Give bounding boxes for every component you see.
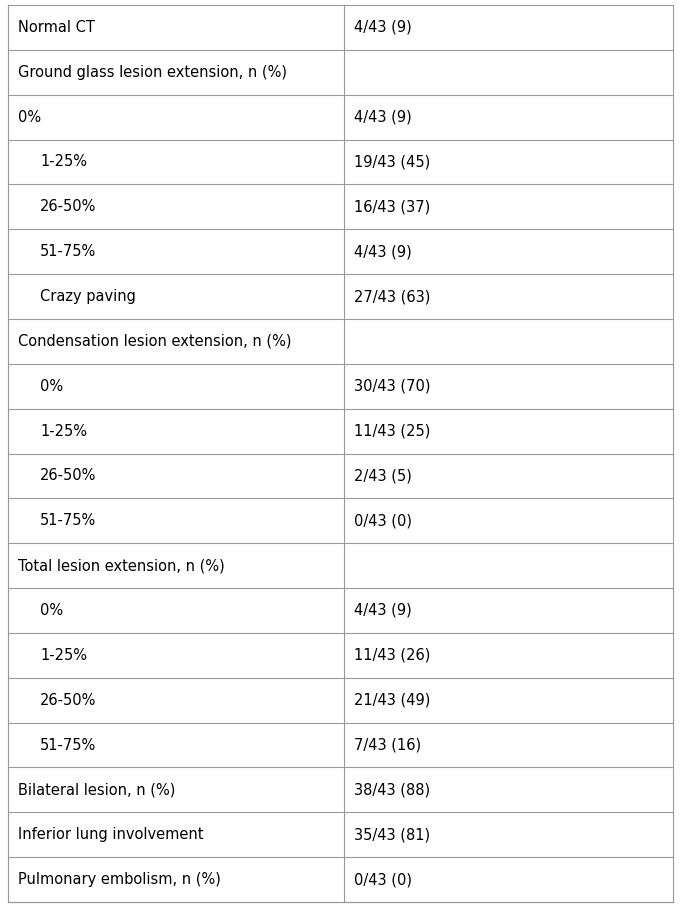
Text: 51-75%: 51-75%	[40, 513, 96, 528]
Text: 0%: 0%	[40, 603, 63, 618]
Text: 35/43 (81): 35/43 (81)	[354, 827, 430, 843]
Text: Ground glass lesion extension, n (%): Ground glass lesion extension, n (%)	[18, 64, 287, 80]
Text: Inferior lung involvement: Inferior lung involvement	[18, 827, 204, 843]
Text: 0%: 0%	[18, 110, 41, 124]
Text: 16/43 (37): 16/43 (37)	[354, 200, 430, 214]
Text: 0/43 (0): 0/43 (0)	[354, 872, 412, 887]
Text: Pulmonary embolism, n (%): Pulmonary embolism, n (%)	[18, 872, 221, 887]
Text: 26-50%: 26-50%	[40, 468, 97, 483]
Text: Crazy paving: Crazy paving	[40, 289, 136, 304]
Text: 2/43 (5): 2/43 (5)	[354, 468, 412, 483]
Text: 0/43 (0): 0/43 (0)	[354, 513, 412, 528]
Text: 38/43 (88): 38/43 (88)	[354, 783, 430, 797]
Text: Condensation lesion extension, n (%): Condensation lesion extension, n (%)	[18, 334, 291, 349]
Text: 11/43 (26): 11/43 (26)	[354, 648, 430, 663]
Text: 4/43 (9): 4/43 (9)	[354, 244, 412, 259]
Text: 21/43 (49): 21/43 (49)	[354, 693, 430, 707]
Text: 4/43 (9): 4/43 (9)	[354, 20, 412, 35]
Text: 4/43 (9): 4/43 (9)	[354, 603, 412, 618]
Text: 4/43 (9): 4/43 (9)	[354, 110, 412, 124]
Text: 26-50%: 26-50%	[40, 693, 97, 707]
Text: 51-75%: 51-75%	[40, 737, 96, 753]
Text: 1-25%: 1-25%	[40, 154, 87, 170]
Text: Normal CT: Normal CT	[18, 20, 95, 35]
Text: 0%: 0%	[40, 379, 63, 394]
Text: 51-75%: 51-75%	[40, 244, 96, 259]
Text: 11/43 (25): 11/43 (25)	[354, 424, 430, 439]
Text: 19/43 (45): 19/43 (45)	[354, 154, 430, 170]
Text: 26-50%: 26-50%	[40, 200, 97, 214]
Text: Bilateral lesion, n (%): Bilateral lesion, n (%)	[18, 783, 176, 797]
Text: Total lesion extension, n (%): Total lesion extension, n (%)	[18, 558, 225, 573]
Text: 7/43 (16): 7/43 (16)	[354, 737, 421, 753]
Text: 1-25%: 1-25%	[40, 424, 87, 439]
Text: 1-25%: 1-25%	[40, 648, 87, 663]
Text: 30/43 (70): 30/43 (70)	[354, 379, 430, 394]
Text: 27/43 (63): 27/43 (63)	[354, 289, 430, 304]
